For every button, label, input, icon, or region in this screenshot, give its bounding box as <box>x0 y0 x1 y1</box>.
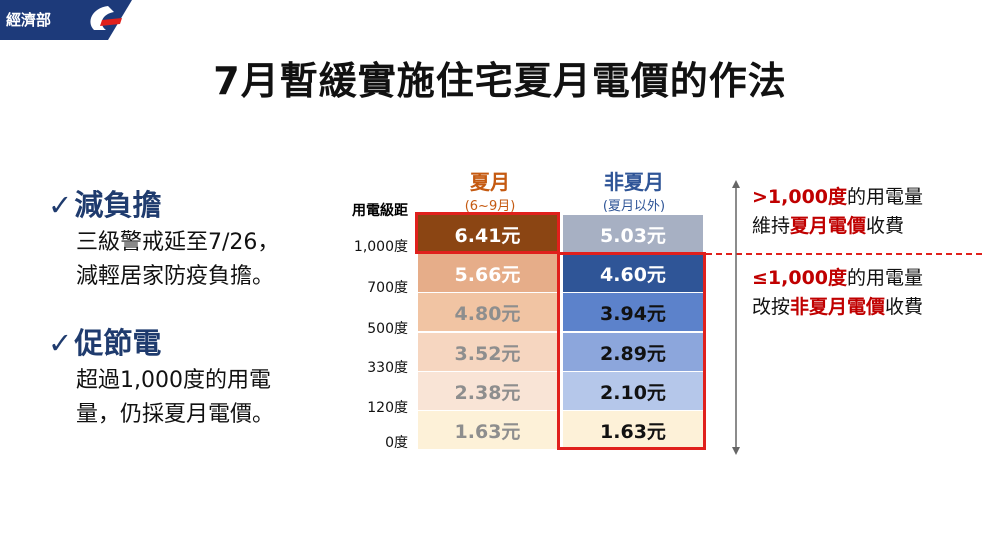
nonsummer-price-cell: 5.03元 <box>563 215 703 253</box>
summer-highlight-box <box>415 212 560 254</box>
annot-text: 的用電量 <box>847 267 924 289</box>
row-label: 500度 <box>367 321 408 337</box>
row-header: 用電級距 <box>352 203 408 219</box>
nonsummer-column-header: 非夏月 (夏月以外) <box>564 166 704 214</box>
summer-sub: (6~9月) <box>464 199 516 214</box>
annot-text: 的用電量 <box>847 186 924 208</box>
annot-price-type: 夏月電價 <box>790 215 867 237</box>
nonsummer-price-cell: 2.10元 <box>563 372 703 410</box>
nonsummer-price-cell: 1.63元 <box>563 411 703 449</box>
page-title: 7月暫緩實施住宅夏月電價的作法 <box>213 59 787 103</box>
annot-threshold: >1,000度 <box>752 186 848 208</box>
logo-text: 經濟部 <box>6 11 52 29</box>
summer-price-cell: 5.66元 <box>418 254 557 292</box>
nonsummer-label: 非夏月 <box>604 170 664 194</box>
summer-price-cell: 6.41元 <box>418 215 557 253</box>
range-arrow-icon <box>732 180 740 455</box>
bullet-line: 三級警戒延至7/26， <box>76 230 280 255</box>
summer-label: 夏月 <box>470 170 510 194</box>
annot-text: 維持 <box>752 215 791 237</box>
summer-price-cell: 1.63元 <box>418 411 557 449</box>
summer-price-cell: 4.80元 <box>418 293 557 331</box>
summer-price-cell: 2.38元 <box>418 372 557 410</box>
nonsummer-highlight-box <box>557 252 706 450</box>
row-label: 120度 <box>367 400 408 416</box>
threshold-dashed-line <box>706 253 982 255</box>
row-label: 700度 <box>367 280 408 296</box>
annot-price-type: 非夏月電價 <box>790 296 886 318</box>
bullet-text: 超過1,000度的用電 量，仍採夏月電價。 <box>76 364 274 432</box>
row-label: 0度 <box>385 435 408 451</box>
nonsummer-price-cell: 2.89元 <box>563 333 703 371</box>
row-label: 330度 <box>367 360 408 376</box>
annotation-below-1000: ≤1,000度的用電量 改按非夏月電價收費 <box>752 264 923 322</box>
bullet-reduce-burden: ✓減負擔 <box>48 182 161 224</box>
ministry-logo-box: 經濟部 <box>0 0 70 40</box>
summer-column-header: 夏月 (6~9月) <box>420 166 560 214</box>
annot-text: 收費 <box>885 296 924 318</box>
bullet-text: 三級警戒延至7/26， 減輕居家防疫負擔。 <box>76 226 279 294</box>
summer-price-cell: 3.52元 <box>418 333 557 371</box>
nonsummer-sub: (夏月以外) <box>602 199 666 214</box>
annot-text: 收費 <box>866 215 905 237</box>
bullet-heading: 減負擔 <box>74 188 162 222</box>
annotation-above-1000: >1,000度的用電量 維持夏月電價收費 <box>752 183 923 241</box>
check-icon: ✓ <box>48 326 73 360</box>
bullet-line: 減輕居家防疫負擔。 <box>76 264 275 289</box>
row-label: 1,000度 <box>353 239 408 255</box>
check-icon: ✓ <box>48 188 73 222</box>
nonsummer-price-cell: 3.94元 <box>563 293 703 331</box>
bullet-line: 超過1,000度的用電 <box>76 368 271 393</box>
bullet-line: 量，仍採夏月電價。 <box>76 402 275 427</box>
annot-threshold: ≤1,000度 <box>752 267 848 289</box>
bullet-heading: 促節電 <box>74 326 162 360</box>
nonsummer-price-cell: 4.60元 <box>563 254 703 292</box>
annot-text: 改按 <box>752 296 791 318</box>
ministry-emblem-icon <box>62 0 132 40</box>
bullet-save-power: ✓促節電 <box>48 320 161 362</box>
